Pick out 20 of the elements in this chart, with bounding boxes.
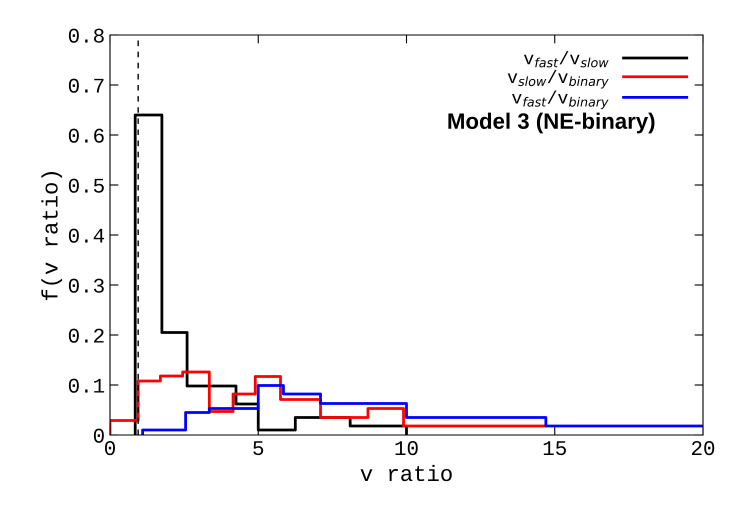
x-tick-label: 5 [253, 441, 264, 456]
y-tick-label: 0 [94, 428, 104, 443]
y-axis-title: f(v ratio) [41, 172, 62, 300]
x-tick-label: 20 [692, 441, 714, 456]
y-tick-label: 0.3 [68, 278, 104, 293]
y-tick-label: 0.4 [68, 228, 104, 243]
legend-label: v$_{fast}$/v$_{slow}$ [524, 51, 609, 68]
legend-label: v$_{slow}$/v$_{binary}$ [508, 70, 609, 89]
y-tick-label: 0.8 [68, 28, 104, 43]
y-tick-label: 0.7 [68, 78, 104, 93]
y-tick-label: 0.6 [68, 128, 104, 143]
legend-label: v$_{fast}$/v$_{binary}$ [512, 90, 609, 110]
y-tick-label: 0.2 [68, 328, 104, 343]
x-tick-label: 0 [105, 441, 115, 456]
annotation: Model 3 (NE-binary) [448, 112, 654, 134]
x-tick-label: 10 [396, 441, 418, 456]
y-tick-label: 0.5 [68, 178, 104, 193]
y-tick-label: 0.1 [68, 378, 104, 393]
x-axis-title: v ratio [360, 464, 452, 482]
x-tick-label: 15 [544, 441, 566, 456]
